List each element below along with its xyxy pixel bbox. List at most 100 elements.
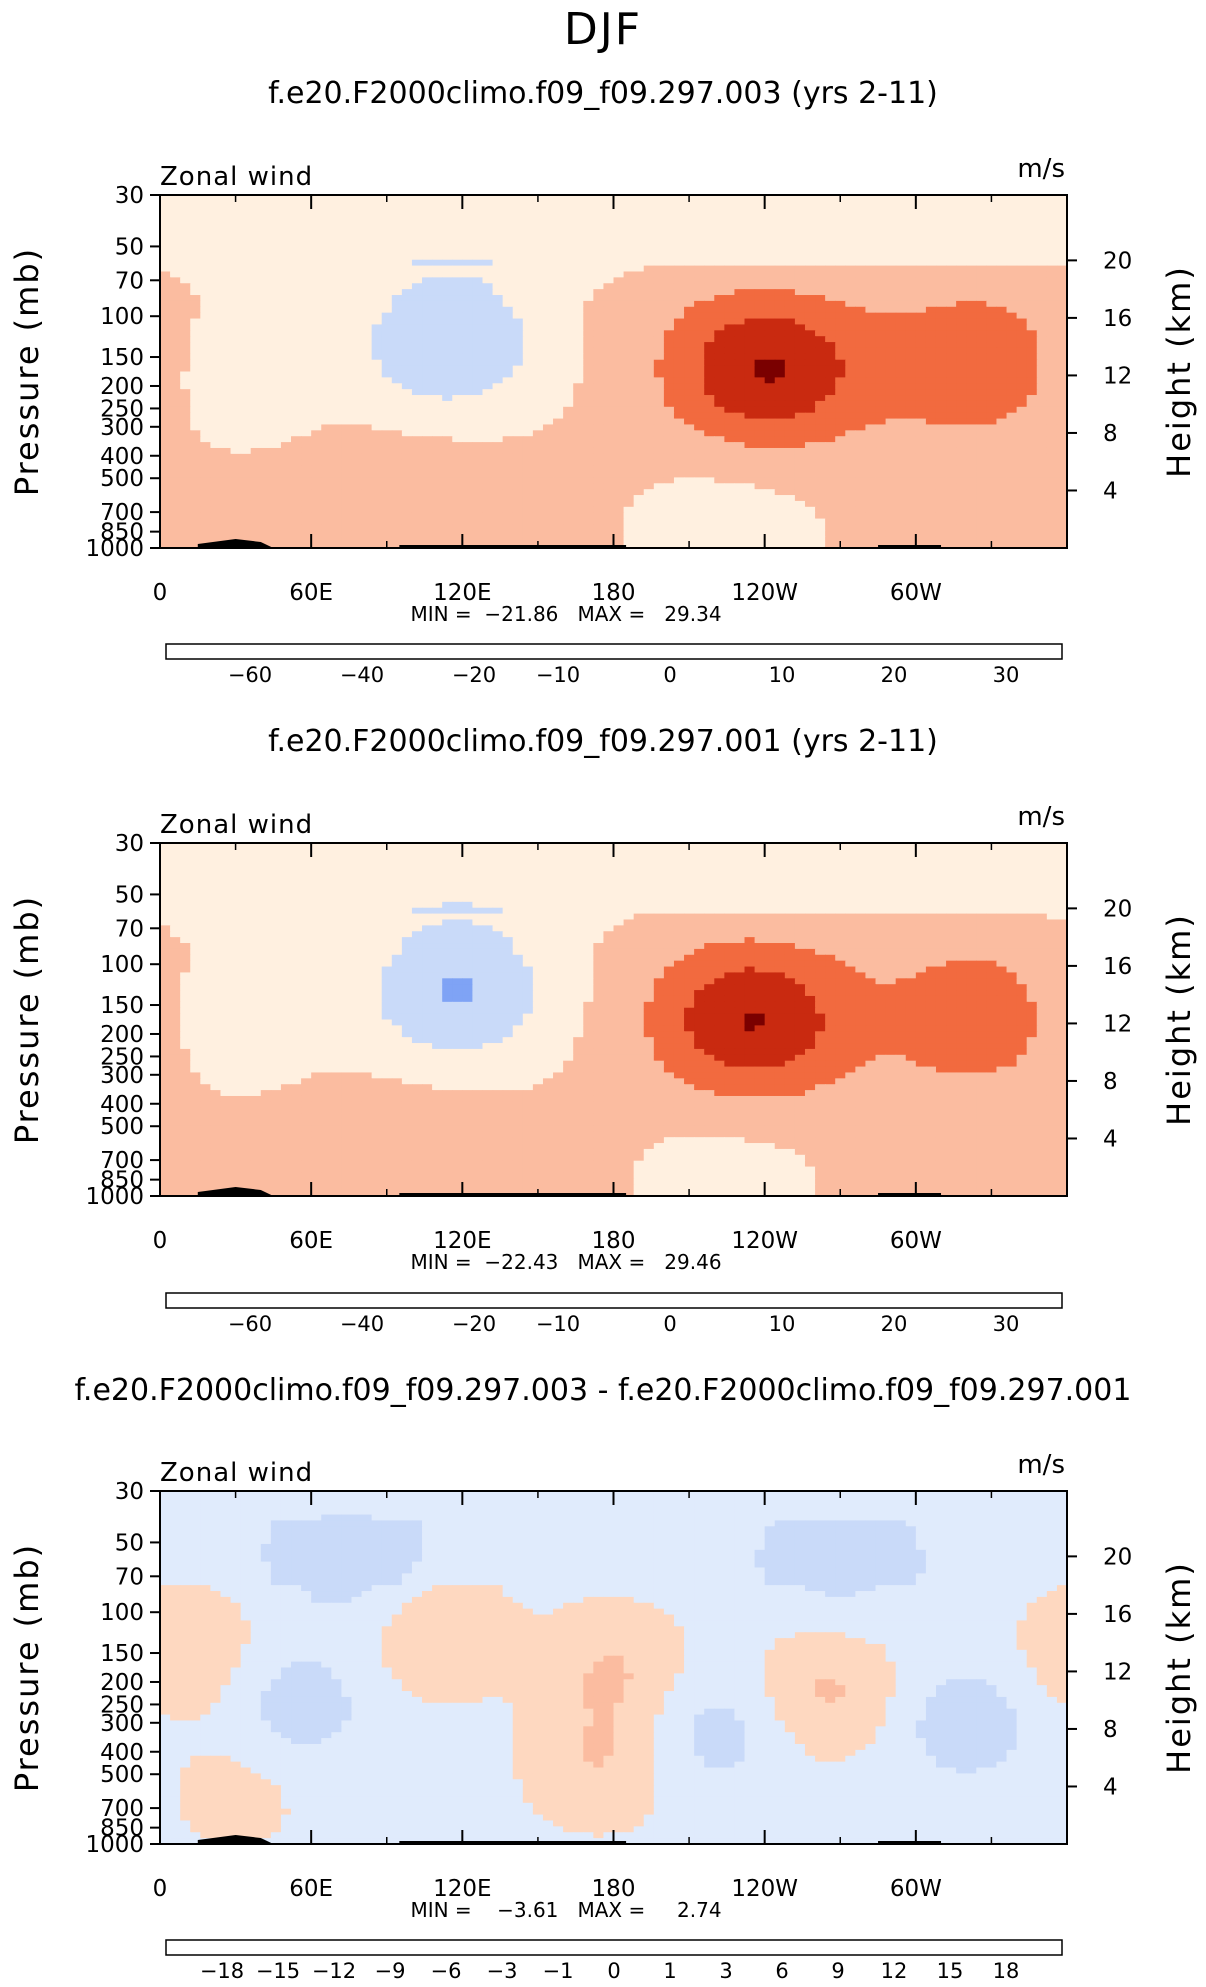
colorbar-frame	[165, 1292, 1063, 1309]
colorbar-tick-label: −18	[200, 1959, 244, 1983]
y-axis-title: Pressure (mb)	[8, 895, 46, 1144]
y-right-tick-label: 20	[1103, 248, 1132, 274]
y-tick-label: 500	[100, 1762, 144, 1788]
colorbar-tick-label: 20	[881, 1312, 908, 1336]
x-tick-label: 180	[592, 1876, 636, 1902]
x-tick-label: 120W	[731, 1876, 798, 1902]
y-axis-title: Pressure (mb)	[8, 247, 46, 496]
y-right-tick-label: 4	[1103, 478, 1118, 504]
x-tick-label: 120E	[433, 1876, 491, 1902]
colorbar: −60 −40 −20 −10 0 10 20 30	[165, 1292, 1063, 1336]
colorbar-tick-label: 1	[663, 1959, 676, 1983]
y-tick-label: 30	[115, 831, 144, 857]
y-tick-label: 700	[100, 1796, 144, 1822]
y-tick-label: 200	[100, 374, 144, 400]
y-right-axis-title: Height (km)	[1160, 265, 1198, 478]
y-tick-label: 850	[100, 1168, 144, 1194]
colorbar-tick-label: 9	[831, 1959, 844, 1983]
y-tick-label: 850	[100, 520, 144, 546]
panel-title: f.e20.F2000climo.f09_f09.297.003 - f.e20…	[75, 1373, 1132, 1408]
topography-band	[399, 545, 627, 548]
x-tick-label: 60W	[890, 580, 942, 606]
y-right-tick-label: 20	[1103, 896, 1132, 922]
colorbar-tick-label: −9	[375, 1959, 406, 1983]
min-max-stats: MIN = −22.43 MAX = 29.46	[410, 1250, 721, 1274]
colorbar-tick-label: 20	[881, 663, 908, 687]
y-tick-label: 100	[100, 952, 144, 978]
colorbar: −60 −40 −20 −10 0 10 20 30	[165, 643, 1063, 687]
y-right-tick-label: 12	[1103, 363, 1132, 389]
colorbar-tick-label: 15	[937, 1959, 964, 1983]
y-tick-label: 100	[100, 1600, 144, 1626]
units-label: m/s	[1017, 1450, 1065, 1480]
topography-band	[878, 1193, 942, 1196]
y-right-axis-title: Height (km)	[1160, 913, 1198, 1126]
x-tick-label: 120W	[731, 1228, 798, 1254]
y-right-tick-label: 8	[1103, 421, 1118, 447]
y-axis-title: Pressure (mb)	[8, 1543, 46, 1792]
contour-field	[160, 195, 1068, 549]
colorbar-tick-label: 10	[769, 1312, 796, 1336]
y-tick-label: 200	[100, 1670, 144, 1696]
colorbar-tick-label: 3	[719, 1959, 732, 1983]
colorbar-frame	[165, 1939, 1063, 1956]
y-tick-label: 250	[100, 1692, 144, 1718]
y-tick-label: 300	[100, 1063, 144, 1089]
y-tick-label: 200	[100, 1022, 144, 1048]
colorbar-tick-label: 10	[769, 663, 796, 687]
x-tick-label: 60E	[289, 1228, 333, 1254]
y-tick-label: 700	[100, 500, 144, 526]
colorbar-tick-label: 6	[775, 1959, 788, 1983]
topography-band	[878, 1841, 942, 1844]
units-label: m/s	[1017, 802, 1065, 832]
colorbar-tick-label: −3	[487, 1959, 518, 1983]
colorbar-tick-label: −40	[340, 1312, 384, 1336]
colorbar-tick-label: −20	[452, 1312, 496, 1336]
y-tick-label: 300	[100, 1711, 144, 1737]
y-right-tick-label: 8	[1103, 1717, 1118, 1743]
y-tick-label: 700	[100, 1148, 144, 1174]
y-right-tick-label: 4	[1103, 1126, 1118, 1152]
y-tick-label: 850	[100, 1816, 144, 1842]
variable-label: Zonal wind	[160, 810, 313, 840]
y-tick-label: 400	[100, 444, 144, 470]
colorbar-tick-label: −60	[228, 663, 272, 687]
y-tick-label: 500	[100, 1114, 144, 1140]
x-tick-label: 60W	[890, 1228, 942, 1254]
y-tick-label: 70	[115, 268, 144, 294]
variable-label: Zonal wind	[160, 1458, 313, 1488]
y-tick-label: 70	[115, 916, 144, 942]
colorbar-tick-label: 12	[881, 1959, 908, 1983]
panel-2: f.e20.F2000climo.f09_f09.297.001 (yrs 2-…	[8, 724, 1198, 1336]
colorbar-tick-label: −6	[431, 1959, 462, 1983]
units-label: m/s	[1017, 154, 1065, 184]
colorbar-tick-label: −20	[452, 663, 496, 687]
x-tick-label: 60E	[289, 580, 333, 606]
colorbar-frame	[165, 643, 1063, 660]
y-tick-label: 30	[115, 1479, 144, 1505]
y-tick-label: 250	[100, 1044, 144, 1070]
y-right-tick-label: 12	[1103, 1011, 1132, 1037]
topography-band	[399, 1193, 627, 1196]
x-tick-label: 120W	[731, 580, 798, 606]
y-tick-label: 50	[115, 234, 144, 260]
colorbar-tick-label: 0	[663, 663, 676, 687]
y-right-tick-label: 20	[1103, 1544, 1132, 1570]
colorbar-tick-label: 30	[993, 1312, 1020, 1336]
y-tick-label: 50	[115, 882, 144, 908]
colorbar-tick-label: 30	[993, 663, 1020, 687]
y-tick-label: 300	[100, 415, 144, 441]
variable-label: Zonal wind	[160, 162, 313, 192]
y-tick-label: 150	[100, 345, 144, 371]
colorbar-tick-label: −10	[536, 663, 580, 687]
panel-title: f.e20.F2000climo.f09_f09.297.003 (yrs 2-…	[268, 76, 938, 111]
x-tick-label: 180	[592, 580, 636, 606]
y-tick-label: 150	[100, 1641, 144, 1667]
x-tick-label: 120E	[433, 1228, 491, 1254]
colorbar-tick-label: 18	[993, 1959, 1020, 1983]
panel-3: f.e20.F2000climo.f09_f09.297.003 - f.e20…	[8, 1373, 1198, 1983]
y-tick-label: 400	[100, 1092, 144, 1118]
y-tick-label: 70	[115, 1564, 144, 1590]
topography-band	[878, 545, 942, 548]
